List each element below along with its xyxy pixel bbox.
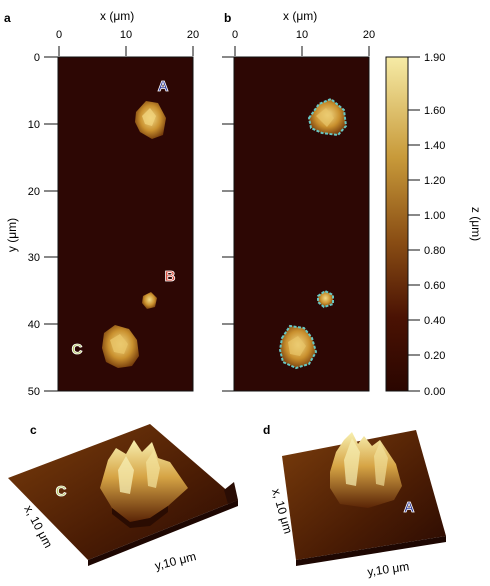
panel-c-3d-surface	[8, 424, 238, 566]
cbar-tick-1-40: 1.40	[424, 140, 445, 152]
panel-a-xtick-10: 10	[120, 29, 132, 41]
cbar-tick-1-60: 1.60	[424, 105, 445, 117]
ytick-30: 30	[28, 252, 40, 264]
panel-c-marker-c: C	[56, 483, 67, 500]
ytick-50: 50	[28, 386, 40, 398]
cbar-tick-0-80: 0.80	[424, 245, 445, 257]
ytick-40: 40	[28, 319, 40, 331]
panel-b-xtick-marks	[234, 46, 370, 56]
panel-a-particle-b	[142, 292, 157, 309]
panel-a-xaxis-label: x (μm)	[100, 9, 134, 23]
panel-d-3d-surface	[282, 430, 446, 566]
colorbar-tick-marks	[408, 56, 420, 392]
panel-a-xtick-marks	[58, 46, 194, 56]
panel-a-particle-c	[102, 325, 139, 368]
colorbar-label: z (μm)	[469, 207, 483, 241]
panel-a-particle-a	[135, 101, 166, 139]
cbar-tick-0-40: 0.40	[424, 315, 445, 327]
marker-b: B	[165, 268, 176, 285]
panel-b-ytick-marks	[222, 56, 234, 392]
panel-d-marker-a: A	[404, 499, 415, 516]
panel-b-xtick-20: 20	[363, 29, 375, 41]
cbar-tick-0-20: 0.20	[424, 350, 445, 362]
colorbar-ticks: 1.90 1.60 1.40 1.20 1.00 0.80 0.60 0.40 …	[424, 52, 445, 398]
panel-a-yaxis-label: y (μm)	[5, 218, 19, 252]
ytick-0: 0	[34, 52, 40, 64]
cbar-tick-1-00: 1.00	[424, 210, 445, 222]
panel-a-xtick-0: 0	[56, 29, 62, 41]
panel-d-y-axis: y,10 μm	[366, 559, 410, 579]
cbar-tick-0-00: 0.00	[424, 386, 445, 398]
panel-a-xtick-20: 20	[187, 29, 199, 41]
panel-b-segment-a	[307, 97, 348, 137]
panel-d-label: d	[263, 423, 270, 437]
panel-a-label: a	[4, 11, 11, 25]
panel-b-segment-c	[278, 324, 318, 370]
panel-c-label: c	[30, 423, 37, 437]
panel-b-xaxis-label: x (μm)	[283, 9, 317, 23]
panel-a-ytick-marks	[44, 56, 58, 392]
panel-b-label: b	[224, 11, 231, 25]
marker-a: A	[158, 78, 169, 95]
panel-b-xtick-0: 0	[232, 29, 238, 41]
marker-c: C	[72, 341, 83, 358]
panel-b-xtick-10: 10	[296, 29, 308, 41]
colorbar	[385, 56, 409, 392]
panel-c-y-axis: y,10 μm	[153, 549, 197, 573]
panel-a-yticks: 0 10 20 30 40 50	[28, 52, 40, 398]
ytick-20: 20	[28, 186, 40, 198]
cbar-tick-0-60: 0.60	[424, 280, 445, 292]
panel-b-segment-b	[317, 289, 334, 309]
cbar-tick-1-20: 1.20	[424, 175, 445, 187]
cbar-tick-1-90: 1.90	[424, 52, 445, 64]
ytick-10: 10	[28, 119, 40, 131]
